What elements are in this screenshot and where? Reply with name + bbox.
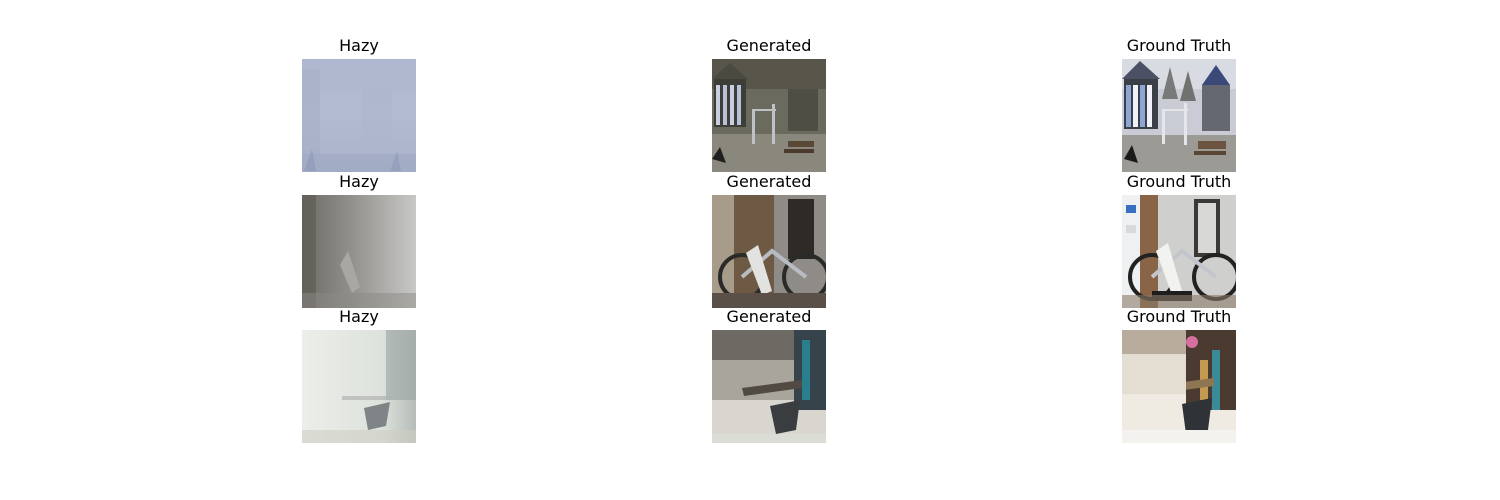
hazy-indoor-chair-image bbox=[302, 330, 416, 443]
hazy-title: Hazy bbox=[339, 172, 379, 191]
ground-truth-title: Ground Truth bbox=[1126, 36, 1232, 55]
generated-outdoor-carousel-image bbox=[712, 59, 826, 172]
hazy-title: Hazy bbox=[339, 307, 379, 326]
generated-title: Generated bbox=[726, 307, 812, 326]
ground-truth-indoor-chair-image bbox=[1122, 330, 1236, 443]
ground-truth-title: Ground Truth bbox=[1126, 307, 1232, 326]
ground-truth-title: Ground Truth bbox=[1126, 172, 1232, 191]
generated-indoor-chair-image bbox=[712, 330, 826, 443]
hazy-outdoor-carousel-image bbox=[302, 59, 416, 172]
ground-truth-outdoor-carousel-image bbox=[1122, 59, 1236, 172]
generated-indoor-bicycle-image bbox=[712, 195, 826, 308]
hazy-indoor-bicycle-image bbox=[302, 195, 416, 308]
generated-title: Generated bbox=[726, 36, 812, 55]
generated-title: Generated bbox=[726, 172, 812, 191]
hazy-title: Hazy bbox=[339, 36, 379, 55]
ground-truth-indoor-bicycle-image bbox=[1122, 195, 1236, 308]
